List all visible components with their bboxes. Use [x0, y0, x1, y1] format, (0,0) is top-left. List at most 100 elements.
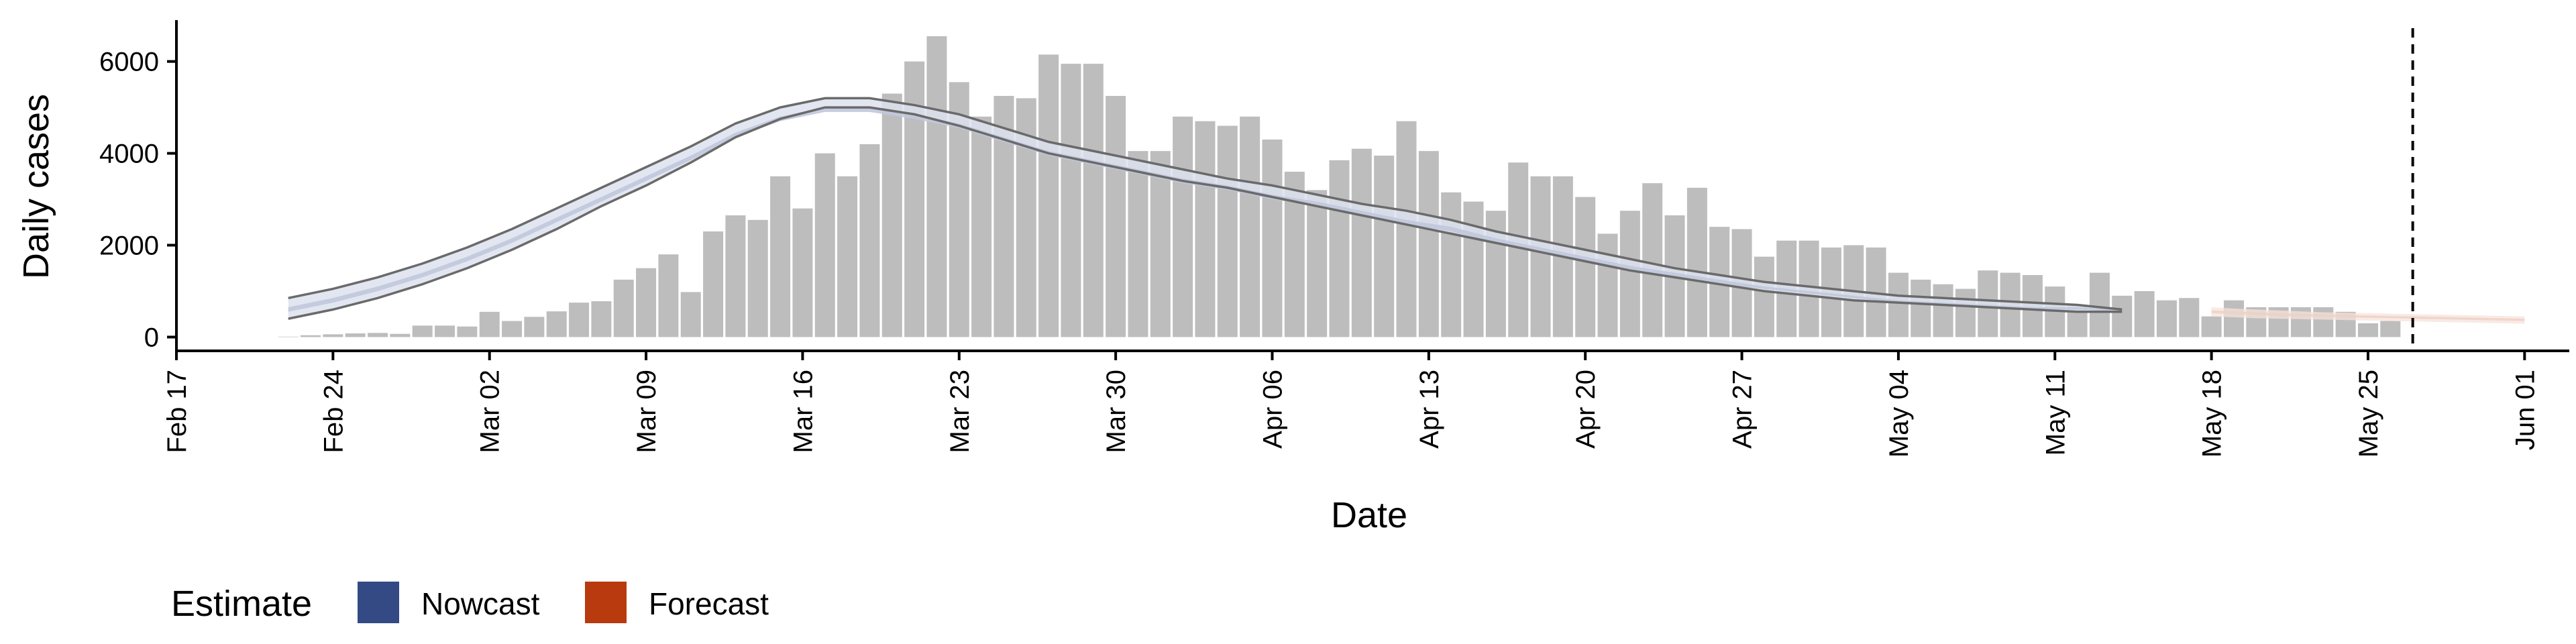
- x-tick-label: Mar 16: [788, 370, 818, 453]
- legend-label-nowcast: Nowcast: [421, 586, 540, 621]
- case-bar: [770, 176, 791, 337]
- case-bar: [1061, 64, 1081, 337]
- case-bar: [1530, 176, 1551, 337]
- case-bar: [2089, 272, 2110, 337]
- legend-swatch-forecast: [585, 582, 627, 623]
- case-bar: [814, 153, 835, 337]
- y-tick-label: 4000: [99, 140, 159, 169]
- case-bar: [1911, 279, 1931, 337]
- case-bar: [1374, 155, 1395, 337]
- x-tick-label: Feb 24: [319, 370, 348, 453]
- case-bar: [591, 301, 612, 337]
- case-bar: [2179, 298, 2200, 337]
- case-bar: [680, 292, 701, 337]
- case-bar: [2112, 295, 2133, 337]
- case-bar: [725, 215, 746, 337]
- case-bar: [1575, 197, 1596, 337]
- case-bar: [792, 208, 813, 337]
- case-bar: [747, 219, 768, 337]
- case-bar: [1396, 121, 1417, 337]
- x-tick-label: Mar 30: [1102, 370, 1131, 453]
- case-bar: [1106, 95, 1126, 337]
- x-tick-label: May 11: [2041, 370, 2070, 455]
- x-tick-label: Apr 20: [1571, 370, 1601, 449]
- x-tick-label: Feb 17: [162, 370, 192, 453]
- case-bar: [546, 311, 567, 337]
- case-bar: [1173, 116, 1193, 337]
- case-bar: [569, 303, 590, 337]
- case-bar: [1150, 151, 1171, 337]
- x-tick-label: Mar 02: [476, 370, 505, 453]
- forecast-band: [2211, 307, 2525, 324]
- case-bar: [479, 311, 500, 337]
- case-bar: [1195, 121, 1216, 337]
- case-bar: [1642, 183, 1663, 337]
- case-bar: [1307, 190, 1328, 337]
- legend-title: Estimate: [171, 584, 312, 624]
- case-bar: [323, 334, 343, 337]
- forecast-inner-band: [2211, 310, 2525, 321]
- case-bar: [1463, 201, 1484, 337]
- x-axis-ticks: Feb 17 Feb 24 Mar 02 Mar 09 Mar 16 Mar 23 Mar …: [162, 351, 2540, 458]
- case-bar: [2380, 321, 2401, 337]
- legend: Estimate Nowcast Forecast: [171, 582, 769, 624]
- case-bar: [2201, 316, 2222, 337]
- case-bar: [1686, 187, 1707, 337]
- case-bar: [658, 254, 679, 337]
- case-bar: [1038, 54, 1059, 337]
- case-bar: [390, 333, 411, 337]
- case-bar: [1619, 211, 1640, 337]
- y-axis-title: Daily cases: [16, 94, 56, 279]
- case-bar: [1240, 116, 1260, 337]
- case-bar: [926, 36, 947, 337]
- case-bar: [524, 317, 545, 337]
- legend-label-forecast: Forecast: [649, 586, 769, 621]
- y-tick-label: 6000: [99, 48, 159, 77]
- x-tick-label: Apr 27: [1728, 370, 1758, 449]
- nowcast-upper-line: [288, 97, 2123, 311]
- case-bar: [1217, 125, 1238, 337]
- case-bar: [636, 268, 657, 337]
- case-bar: [1329, 160, 1350, 337]
- case-bar: [971, 116, 992, 337]
- case-bar: [457, 326, 478, 337]
- case-bar: [412, 325, 433, 337]
- case-bar: [1441, 192, 1462, 337]
- x-tick-label: Mar 09: [632, 370, 661, 453]
- case-bar: [1418, 151, 1439, 337]
- case-bar: [837, 176, 858, 337]
- x-tick-label: May 18: [2198, 370, 2227, 458]
- case-bar: [1933, 284, 1953, 337]
- case-bar: [881, 93, 902, 337]
- case-bar: [2223, 300, 2244, 337]
- x-tick-label: Jun 01: [2510, 370, 2540, 450]
- case-bar: [1754, 256, 1774, 337]
- case-bar: [613, 279, 634, 337]
- case-bar: [2313, 307, 2334, 337]
- axes: [175, 20, 2569, 352]
- case-bar: [345, 333, 366, 337]
- case-bar: [2357, 323, 2378, 337]
- case-bar: [1351, 148, 1372, 337]
- nowcast-band: [288, 97, 2123, 320]
- case-bar: [859, 144, 880, 337]
- case-bar: [1083, 64, 1104, 337]
- case-bar: [2156, 300, 2177, 337]
- legend-swatch-nowcast: [358, 582, 399, 623]
- x-tick-label: Apr 13: [1415, 370, 1444, 449]
- nowcast-lower-line: [288, 106, 2123, 320]
- x-tick-label: May 25: [2354, 370, 2383, 458]
- case-bar: [301, 335, 321, 337]
- case-bar: [2134, 290, 2155, 337]
- case-bar: [435, 325, 455, 337]
- x-tick-label: Mar 23: [945, 370, 975, 453]
- case-bar: [1128, 151, 1148, 337]
- case-bar: [703, 231, 724, 337]
- x-tick-label: Apr 06: [1258, 370, 1288, 449]
- case-bar: [1262, 140, 1283, 337]
- reported-case-bars: [278, 36, 2401, 337]
- x-axis-title: Date: [1331, 495, 1407, 535]
- y-axis-ticks: 0 2000 4000 6000: [99, 48, 176, 352]
- case-bar: [1955, 288, 1976, 337]
